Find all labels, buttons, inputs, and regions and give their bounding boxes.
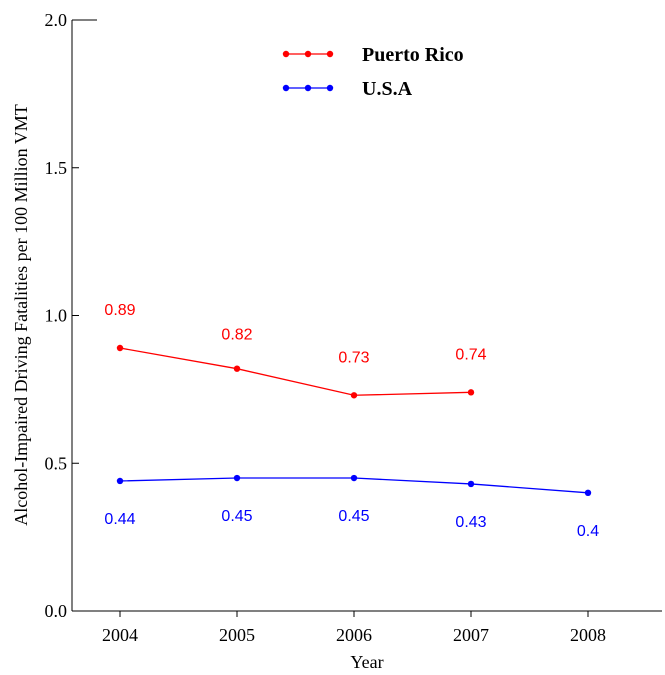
data-point	[233, 365, 241, 372]
data-label: 0.89	[104, 302, 135, 319]
data-point	[116, 477, 124, 485]
data-label: 0.45	[221, 508, 252, 525]
legend-marker	[282, 84, 290, 92]
x-ticks: 2004 2005 2006 2007 2008	[102, 611, 606, 645]
data-point	[584, 489, 592, 496]
legend-entry: U.S.A	[282, 78, 413, 100]
data-label: 0.44	[104, 511, 135, 528]
x-tick-label: 2007	[453, 625, 489, 645]
y-tick-label: 0.5	[45, 453, 68, 473]
data-label: 0.4	[577, 523, 599, 540]
series-layer: 0.89 0.82 0.73 0.74 0.44 0.45 0.45 0.43 0.4	[104, 302, 599, 540]
data-label: 0.74	[455, 346, 486, 363]
data-point	[467, 480, 475, 488]
legend-marker	[282, 50, 290, 58]
x-tick-label: 2008	[570, 625, 606, 645]
data-label: 0.73	[338, 349, 369, 366]
y-axis-title: Alcohol-Impaired Driving Fatalities per …	[11, 104, 31, 526]
data-point	[350, 392, 358, 399]
legend-marker	[304, 84, 312, 92]
legend-label: Puerto Rico	[362, 44, 464, 66]
legend: Puerto Rico U.S.A	[282, 44, 464, 100]
x-tick-label: 2006	[336, 625, 372, 645]
data-point	[116, 344, 124, 352]
x-tick-label: 2005	[219, 625, 255, 645]
data-label: 0.43	[455, 514, 486, 531]
legend-label: U.S.A	[362, 78, 413, 100]
data-point	[467, 389, 475, 396]
y-tick-label: 0.0	[45, 601, 68, 621]
data-point	[350, 474, 358, 482]
series-line	[119, 347, 472, 396]
data-label: 0.82	[221, 327, 252, 344]
data-label: 0.45	[338, 508, 369, 525]
y-ticks: 0.0 0.5 1.0 1.5 2.0	[45, 10, 79, 621]
y-tick-label: 2.0	[45, 10, 68, 30]
series-0: 0.89 0.82 0.73 0.74	[104, 302, 487, 399]
series-1: 0.44 0.45 0.45 0.43 0.4	[104, 474, 599, 540]
y-tick-label: 1.5	[45, 158, 68, 178]
legend-entry: Puerto Rico	[282, 44, 464, 66]
y-tick-label: 1.0	[45, 306, 68, 326]
legend-marker	[326, 50, 334, 58]
legend-marker	[304, 50, 312, 58]
x-tick-label: 2004	[102, 625, 138, 645]
x-axis-title: Year	[350, 652, 383, 672]
data-point	[233, 474, 241, 482]
legend-marker	[326, 84, 334, 92]
